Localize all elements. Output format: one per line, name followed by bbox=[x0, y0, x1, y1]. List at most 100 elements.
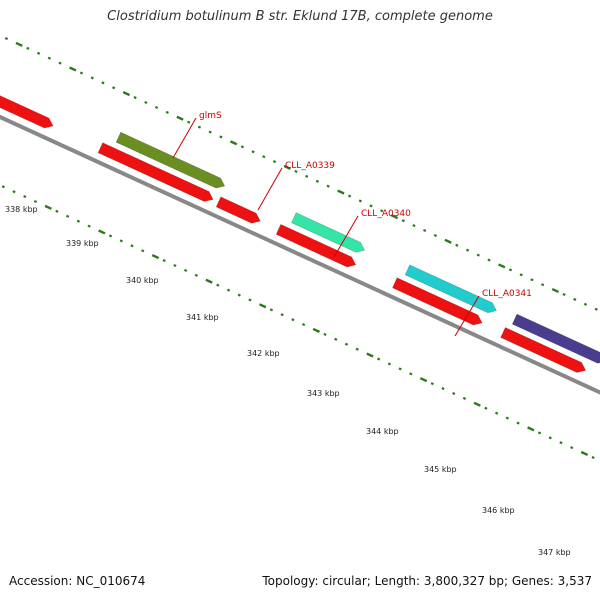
gene-arrow-indigo bbox=[511, 313, 600, 364]
scale-tick-labels: 338 kbp 339 kbp 340 kbp 341 kbp 342 kbp 343 k… bbox=[5, 205, 571, 557]
outer-scale-dot bbox=[4, 36, 9, 41]
inner-scale-dot bbox=[87, 224, 91, 228]
outer-scale-dot bbox=[583, 302, 588, 306]
outer-scale-dot bbox=[573, 297, 577, 301]
outer-scale-dot bbox=[530, 278, 534, 282]
inner-scale-dot bbox=[377, 357, 381, 361]
scale-tick-label: 342 kbp bbox=[247, 349, 280, 358]
inner-scale-dot bbox=[398, 367, 402, 371]
outer-scale-dot bbox=[562, 292, 566, 297]
outer-scale-major-tick bbox=[229, 140, 238, 146]
inner-scale-dot bbox=[108, 234, 113, 238]
inner-scale-dot bbox=[559, 441, 563, 445]
inner-scale-dot bbox=[591, 455, 595, 460]
outer-scale-major-tick bbox=[337, 189, 345, 195]
outer-scale-major-tick bbox=[283, 164, 291, 170]
genome-backbone bbox=[0, 114, 600, 395]
scale-tick-label: 341 kbp bbox=[186, 313, 219, 322]
outer-scale-dot bbox=[79, 71, 84, 75]
inner-scale-dot bbox=[462, 396, 467, 400]
inner-scale-dot bbox=[344, 342, 349, 346]
inner-scale-dot bbox=[173, 263, 177, 268]
inner-scale-major-tick bbox=[419, 377, 428, 383]
outer-scale-dot bbox=[487, 258, 491, 262]
genome-summary-text: Topology: circular; Length: 3,800,327 bp… bbox=[262, 574, 592, 588]
outer-scale-major-tick bbox=[390, 214, 399, 220]
scale-tick-label: 343 kbp bbox=[307, 389, 340, 398]
outer-scale-dot bbox=[101, 81, 105, 85]
inner-scale-dot bbox=[55, 209, 59, 213]
inner-scale-dot bbox=[494, 411, 499, 415]
outer-scale-dot bbox=[154, 105, 159, 109]
outer-scale-dot bbox=[272, 160, 277, 164]
outer-scale-dot bbox=[58, 61, 62, 65]
inner-scale-dot bbox=[291, 318, 295, 322]
inner-scale-dot bbox=[409, 372, 413, 376]
inner-scale-dot bbox=[505, 416, 509, 420]
gene-label-leader bbox=[333, 215, 359, 258]
inner-scale-dot bbox=[387, 362, 392, 366]
inner-scale-major-tick bbox=[98, 229, 106, 235]
gene-arrow-cll-a0340 bbox=[291, 212, 366, 253]
outer-scale-dot bbox=[465, 248, 470, 252]
outer-scale-dot bbox=[433, 233, 438, 237]
inner-scale-dot bbox=[141, 249, 145, 253]
outer-scale-major-tick bbox=[69, 66, 77, 72]
inner-scale-major-tick bbox=[312, 327, 320, 333]
gene-features bbox=[0, 95, 600, 373]
scale-tick-label: 340 kbp bbox=[126, 276, 159, 285]
accession-text: Accession: NC_010674 bbox=[9, 574, 146, 588]
outer-scale-dot bbox=[251, 150, 255, 154]
outer-scale-dot bbox=[187, 120, 191, 124]
outer-scale-dot bbox=[262, 155, 266, 159]
gene-arrow-red bbox=[275, 224, 357, 268]
gene-arrow-red bbox=[215, 196, 261, 224]
gene-arrow-red bbox=[97, 142, 214, 202]
scale-tick-label: 346 kbp bbox=[482, 506, 515, 515]
gene-label-leader bbox=[257, 167, 283, 211]
inner-scale-dot bbox=[119, 239, 123, 243]
outer-scale-dot bbox=[208, 130, 212, 134]
gene-arrow-glms bbox=[115, 131, 226, 189]
inner-scale-dot bbox=[452, 391, 456, 396]
gene-label-leader bbox=[172, 117, 197, 159]
inner-scale-dots bbox=[1, 185, 595, 460]
inner-scale-dot bbox=[269, 308, 274, 312]
inner-scale-major-tick bbox=[44, 204, 52, 210]
inner-scale-dot bbox=[76, 219, 81, 223]
outer-scale-dot bbox=[347, 194, 352, 198]
outer-scale-dot bbox=[476, 253, 480, 257]
gene-arrow-red bbox=[0, 95, 54, 129]
inner-scale-major-tick bbox=[527, 426, 535, 432]
outer-scale-dot bbox=[165, 110, 169, 114]
outer-scale-dot bbox=[326, 184, 330, 188]
inner-scale-dot bbox=[33, 199, 38, 204]
scale-tick-label: 345 kbp bbox=[424, 465, 457, 474]
outer-scale-dot bbox=[305, 174, 309, 178]
outer-scale-dot bbox=[412, 224, 416, 228]
inner-scale-dot bbox=[323, 332, 327, 336]
inner-scale-dot bbox=[130, 244, 134, 248]
gene-label: CLL_A0340 bbox=[361, 209, 411, 219]
outer-scale-dot bbox=[423, 228, 427, 233]
inner-scale-dot bbox=[441, 387, 445, 391]
inner-scale-major-tick bbox=[259, 303, 267, 309]
inner-scale-major-tick bbox=[151, 254, 160, 260]
outer-scale-dot bbox=[133, 96, 137, 100]
outer-scale-dots bbox=[4, 36, 598, 311]
outer-scale-dot bbox=[197, 125, 202, 129]
inner-scale-dot bbox=[355, 347, 359, 351]
gene-labels: glmS CLL_A0339 CLL_A0340 CLL_A0341 bbox=[172, 111, 532, 337]
outer-scale-dot bbox=[294, 169, 298, 173]
outer-scale-dot bbox=[508, 268, 513, 272]
inner-scale-dot bbox=[23, 195, 27, 199]
outer-scale-major-tick bbox=[444, 238, 452, 244]
outer-scale-dot bbox=[112, 86, 116, 90]
inner-scale-dot bbox=[1, 185, 5, 189]
outer-scale-dot bbox=[90, 76, 94, 80]
outer-scale-dot bbox=[358, 199, 362, 203]
inner-scale-dot bbox=[194, 273, 198, 277]
outer-scale-dot bbox=[144, 100, 148, 105]
inner-scale-dot bbox=[226, 288, 231, 292]
